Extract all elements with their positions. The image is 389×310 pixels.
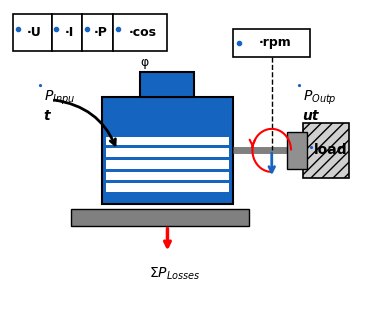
Text: ·P: ·P	[93, 26, 107, 39]
Text: $P_{Outp}$
ut: $P_{Outp}$ ut	[303, 89, 336, 123]
Bar	[106, 160, 229, 169]
Text: ·U: ·U	[27, 26, 42, 39]
Bar	[71, 209, 249, 226]
Text: ·rpm: ·rpm	[259, 36, 292, 49]
Text: $\bullet$: $\bullet$	[307, 142, 314, 152]
Text: $\bullet$: $\bullet$	[36, 79, 43, 89]
Text: φ: φ	[140, 56, 149, 69]
Bar	[106, 148, 229, 157]
Text: $\bullet$: $\bullet$	[295, 79, 302, 89]
FancyBboxPatch shape	[82, 14, 113, 51]
Text: $P_{Inpu}$
t: $P_{Inpu}$ t	[44, 89, 75, 123]
Bar	[106, 172, 229, 180]
FancyBboxPatch shape	[113, 14, 167, 51]
Bar	[287, 132, 307, 169]
FancyBboxPatch shape	[13, 14, 52, 51]
Bar	[106, 183, 229, 192]
Text: $\Sigma P_{Losses}$: $\Sigma P_{Losses}$	[149, 266, 201, 282]
FancyBboxPatch shape	[233, 29, 310, 57]
Bar	[303, 123, 349, 178]
Bar	[140, 72, 194, 97]
FancyBboxPatch shape	[52, 14, 82, 51]
Text: ·I: ·I	[65, 26, 74, 39]
Text: ·cos: ·cos	[129, 26, 157, 39]
Bar	[106, 137, 229, 145]
Bar	[102, 97, 233, 204]
Text: load: load	[314, 144, 348, 157]
